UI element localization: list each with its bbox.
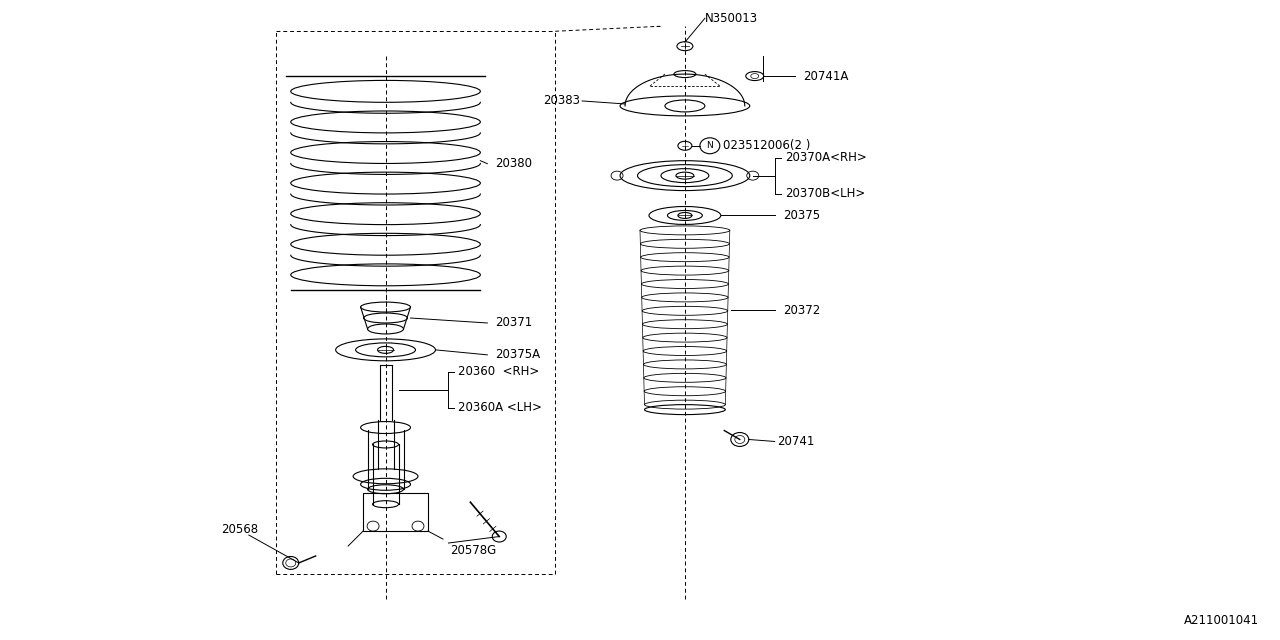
Text: 20371: 20371: [495, 317, 532, 330]
Text: 20578G: 20578G: [451, 545, 497, 557]
Text: 20741A: 20741A: [803, 70, 849, 83]
Bar: [364, 493, 428, 531]
Text: A211001041: A211001041: [1184, 614, 1258, 627]
Text: 20568: 20568: [221, 523, 259, 536]
Text: N350013: N350013: [705, 12, 758, 25]
Text: 20375: 20375: [782, 209, 819, 222]
Text: 20360A <LH>: 20360A <LH>: [458, 401, 543, 414]
Text: 20360  <RH>: 20360 <RH>: [458, 365, 540, 378]
Text: 20370B<LH>: 20370B<LH>: [785, 187, 865, 200]
Text: 20380: 20380: [495, 157, 532, 170]
Text: 20383: 20383: [543, 95, 580, 108]
Text: 20375A: 20375A: [495, 348, 540, 362]
Text: 20741: 20741: [777, 435, 814, 448]
Text: 023512006(2 ): 023512006(2 ): [723, 140, 810, 152]
Text: N: N: [707, 141, 713, 150]
Text: 20370A<RH>: 20370A<RH>: [785, 151, 867, 164]
Text: 20372: 20372: [782, 303, 820, 317]
